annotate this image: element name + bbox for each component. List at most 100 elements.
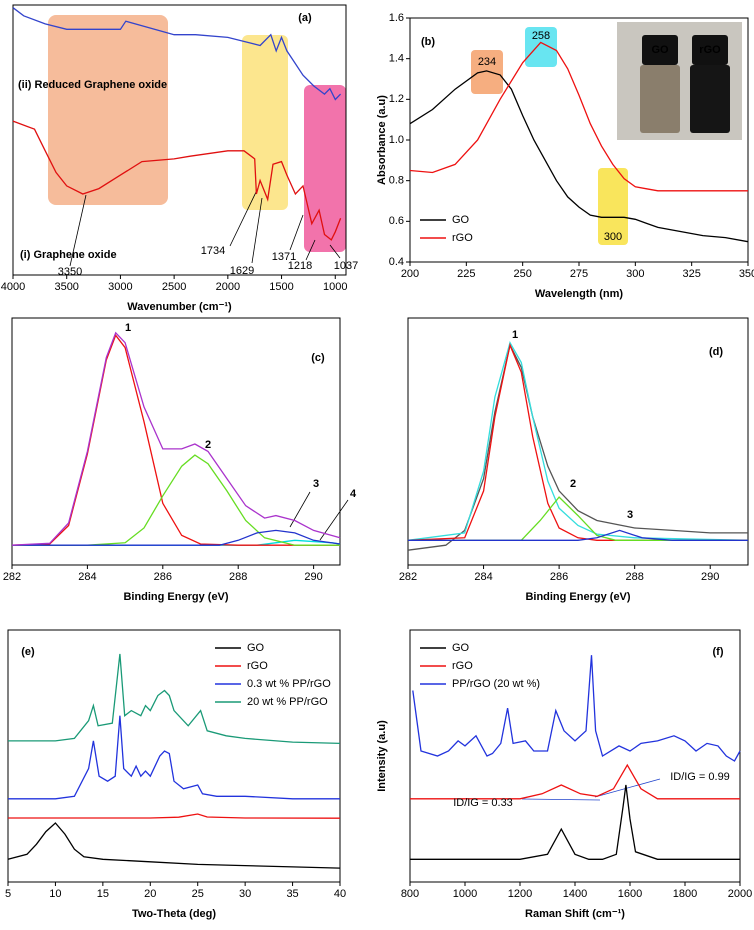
y-tick-label: 0.8 [389, 175, 404, 187]
highlight-band [304, 85, 346, 252]
x-tick-label: 282 [399, 571, 417, 583]
x-tick-label: 20 [144, 888, 156, 900]
x-tick-label: 15 [97, 888, 109, 900]
x-tick-label: 5 [5, 888, 11, 900]
x-tick-label: 275 [570, 268, 588, 280]
x-tick-label: 284 [474, 571, 492, 583]
legend-label: PP/rGO (20 wt %) [452, 678, 540, 690]
series-line [12, 120, 342, 241]
legend-label: GO [452, 642, 470, 654]
panel-label: (f) [713, 646, 724, 658]
series-line [412, 655, 741, 762]
inset-photo [617, 22, 742, 140]
plot-frame [12, 4, 347, 276]
x-tick-label: 2500 [162, 281, 186, 293]
peak-box [598, 168, 628, 245]
annotation: (i) Graphene oxide [20, 249, 117, 261]
peak-box [525, 27, 557, 67]
series-line [12, 7, 342, 101]
x-tick-label: 1500 [269, 281, 293, 293]
series-line [7, 822, 341, 869]
legend-label: rGO [452, 232, 473, 244]
annotation: ID/IG = 0.33 [453, 797, 513, 809]
x-tick-label: 1400 [563, 888, 587, 900]
legend-label: 0.3 wt % PP/rGO [247, 678, 331, 690]
highlight-band [242, 35, 288, 210]
peak-box [471, 50, 503, 94]
x-axis-label: Wavenumber (cm⁻¹) [127, 301, 232, 313]
panel-label: (e) [21, 646, 35, 658]
annotation: 2 [570, 478, 576, 490]
series-line [8, 653, 341, 745]
series-line [409, 41, 748, 192]
x-tick-label: 200 [401, 268, 419, 280]
x-tick-label: 800 [401, 888, 419, 900]
annotation: 300 [604, 231, 622, 243]
x-axis-label: Binding Energy (eV) [525, 591, 630, 603]
annotation: ID/IG = 0.99 [670, 771, 730, 783]
annotation: 3 [627, 509, 633, 521]
x-tick-label: 1200 [508, 888, 532, 900]
x-tick-label: 225 [457, 268, 475, 280]
x-tick-label: 290 [304, 571, 322, 583]
x-tick-label: 350 [739, 268, 754, 280]
annotation: rGO [699, 44, 721, 56]
annotation: 234 [478, 56, 496, 68]
annotation: (ii) Reduced Graphene oxide [18, 79, 167, 91]
plot-frame [407, 317, 749, 566]
series-line [8, 715, 340, 800]
y-tick-label: 1.2 [389, 93, 404, 105]
series-line [11, 333, 340, 546]
series-line [410, 763, 740, 800]
series-line [408, 496, 748, 541]
annotation: 1037 [334, 260, 358, 272]
x-axis-label: Raman Shift (cm⁻¹) [525, 908, 625, 920]
y-tick-label: 0.6 [389, 215, 404, 227]
x-tick-label: 1000 [453, 888, 477, 900]
x-tick-label: 2000 [728, 888, 752, 900]
y-axis-label: Intensity (a.u) [376, 720, 388, 792]
x-tick-label: 1800 [673, 888, 697, 900]
annotation: 4 [350, 488, 357, 500]
x-tick-label: 3500 [54, 281, 78, 293]
plot-frame [7, 629, 341, 883]
plot-frame [11, 317, 341, 566]
panel-label: (b) [421, 36, 435, 48]
series-line [410, 784, 740, 860]
x-tick-label: 284 [78, 571, 96, 583]
y-tick-label: 1.0 [389, 134, 404, 146]
legend-label: rGO [247, 660, 268, 672]
panel-label: (c) [311, 352, 325, 364]
annotation: 3350 [58, 266, 82, 278]
x-axis-label: Binding Energy (eV) [123, 591, 228, 603]
series-line [408, 529, 748, 541]
x-tick-label: 282 [3, 571, 21, 583]
annotation: 1371 [272, 251, 296, 263]
x-tick-label: 3000 [108, 281, 132, 293]
panel-label: (d) [709, 346, 723, 358]
series-line [11, 331, 341, 546]
y-tick-label: 1.4 [389, 53, 404, 65]
x-tick-label: 325 [682, 268, 700, 280]
x-tick-label: 35 [286, 888, 298, 900]
annotation: 1218 [288, 260, 312, 272]
series-line [12, 529, 341, 546]
legend-label: GO [247, 642, 265, 654]
highlight-band [48, 15, 168, 205]
x-tick-label: 1000 [323, 281, 347, 293]
annotation: 1 [125, 322, 131, 334]
legend-label: GO [452, 214, 470, 226]
x-tick-label: 300 [626, 268, 644, 280]
y-tick-label: 1.6 [389, 12, 404, 24]
legend-label: rGO [452, 660, 473, 672]
legend-label: 20 wt % PP/rGO [247, 696, 328, 708]
annotation: 258 [532, 30, 550, 42]
x-tick-label: 1600 [618, 888, 642, 900]
series-line [407, 341, 749, 541]
annotation: 2 [205, 439, 211, 451]
arrows [69, 187, 661, 801]
x-axis-label: Two-Theta (deg) [132, 908, 216, 920]
y-axis-label: Absorbance (a.u) [376, 95, 388, 185]
annotation: 1 [512, 329, 518, 341]
